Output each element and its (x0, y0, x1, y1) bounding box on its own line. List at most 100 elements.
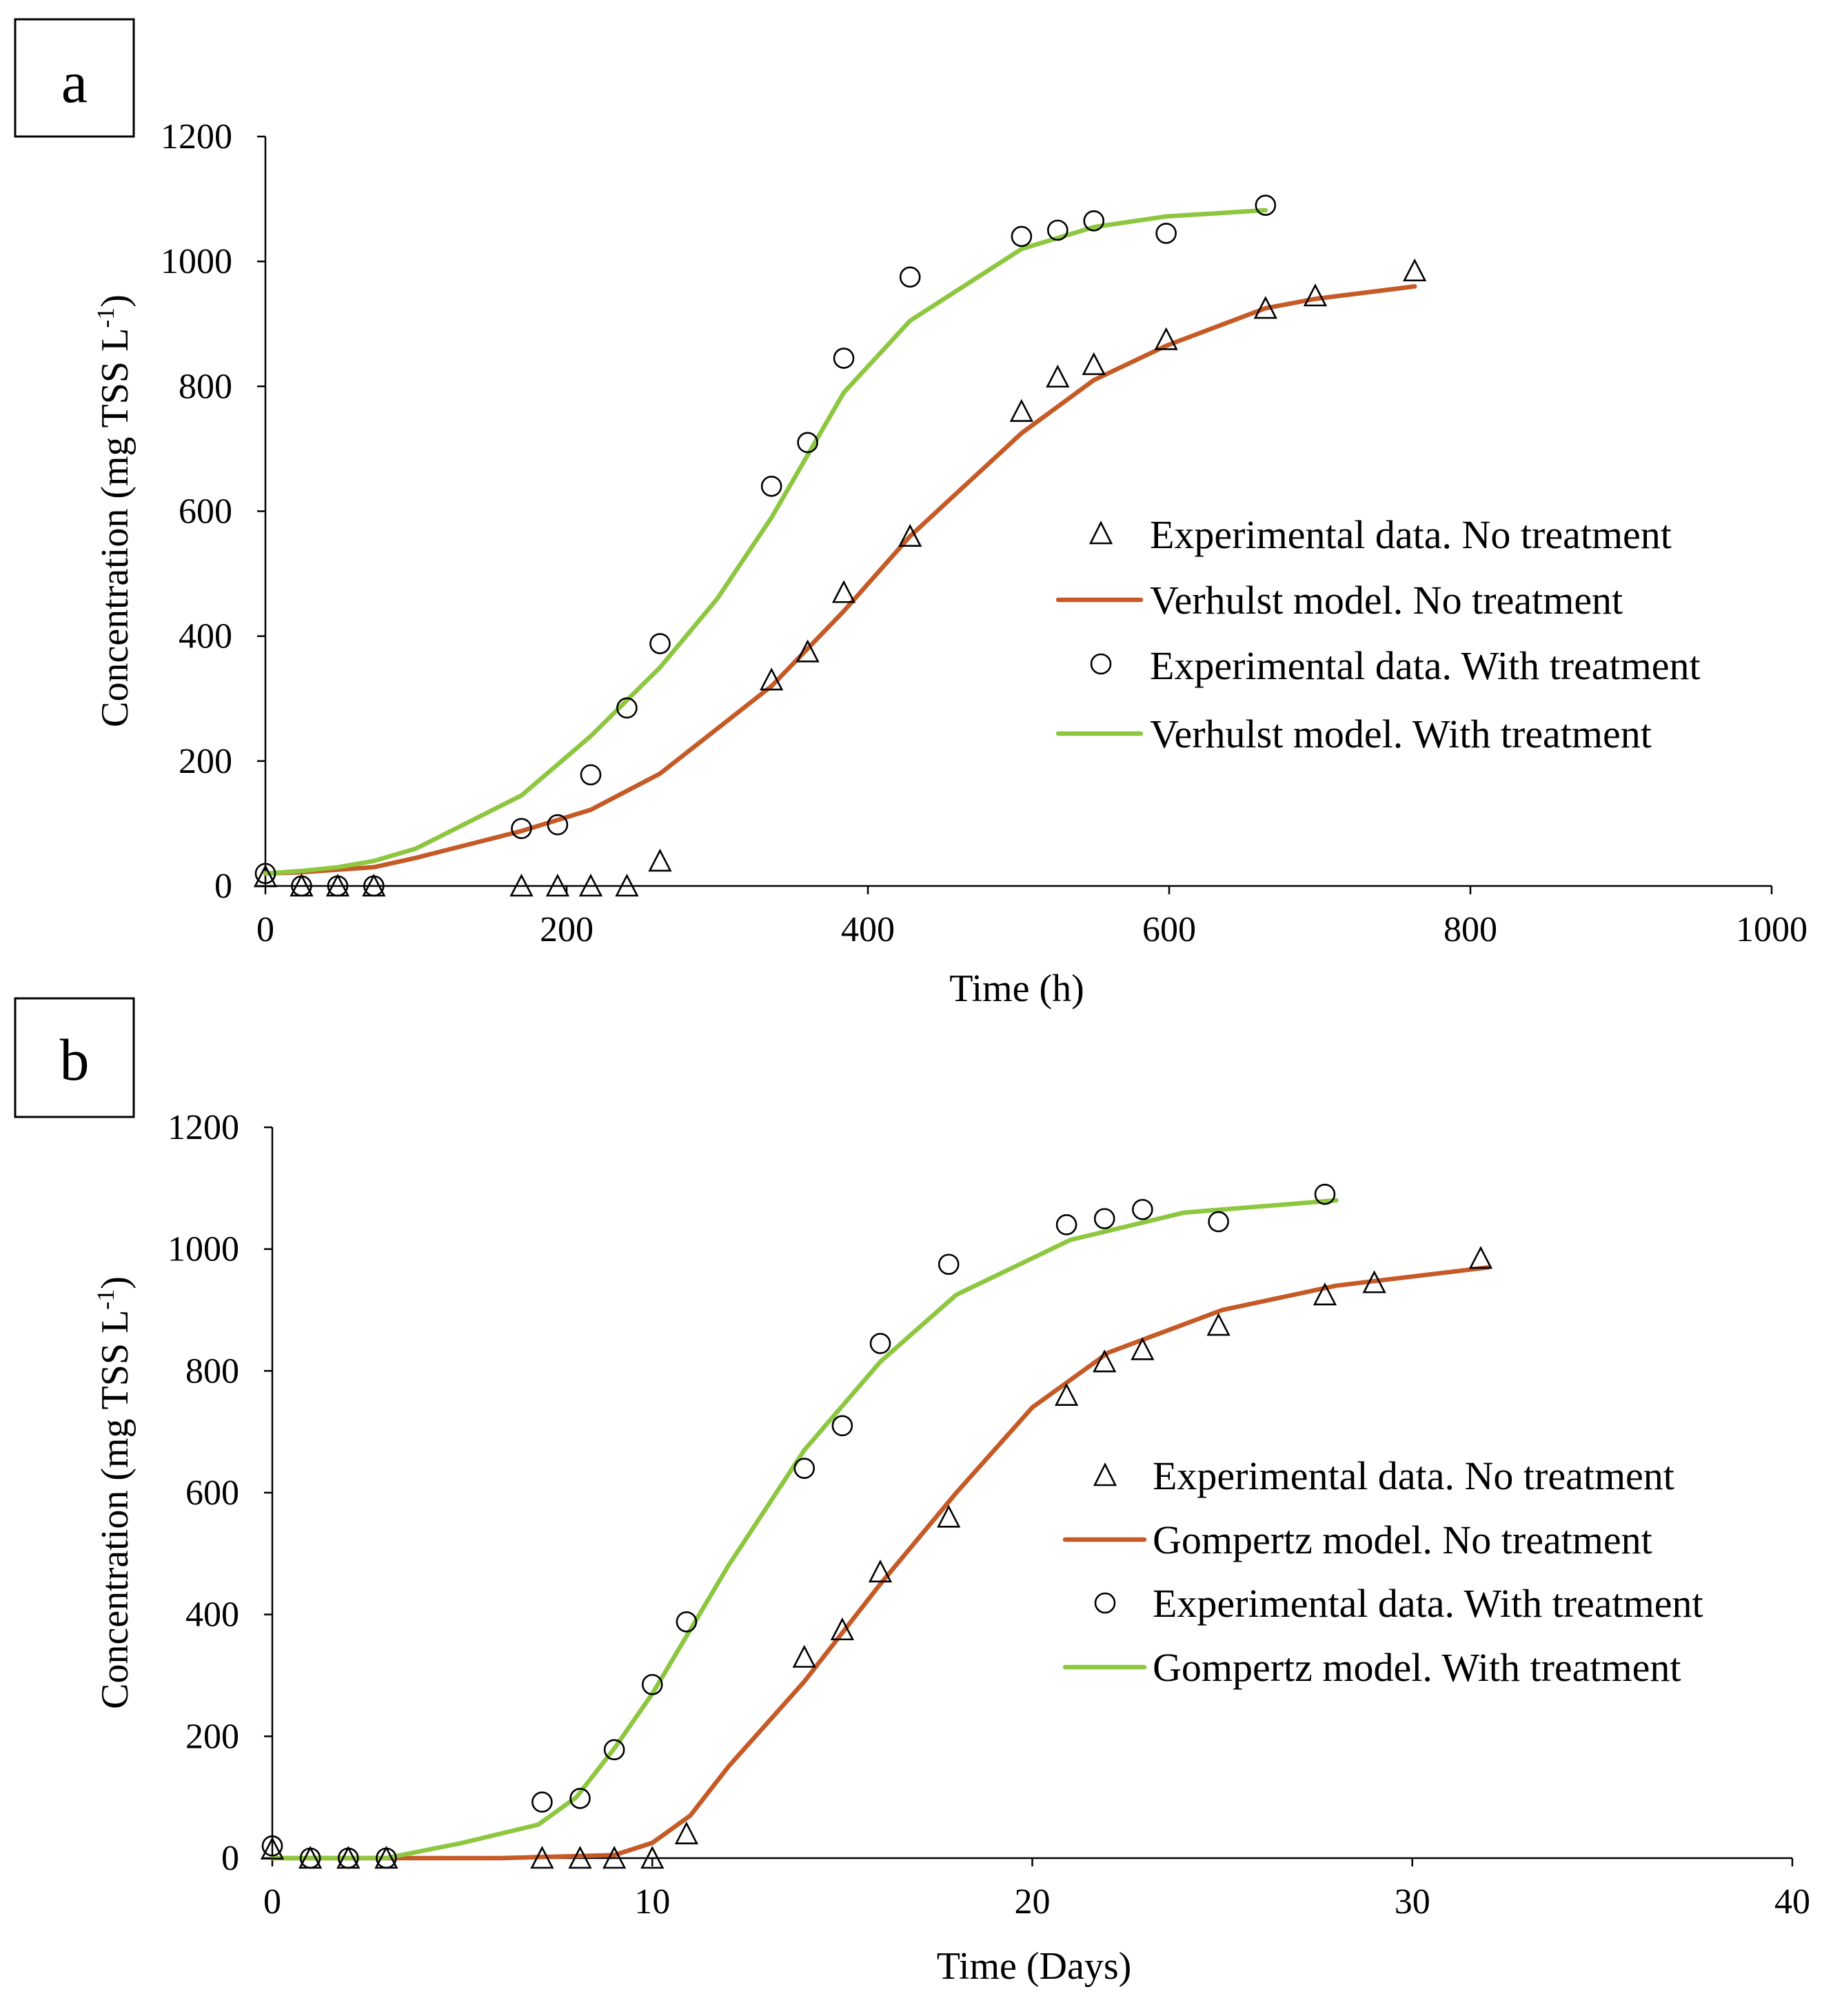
data-point-triangle (1093, 1349, 1117, 1373)
panel-a-y-label: Concentration (mg TSS L-1) (92, 294, 136, 727)
panel-a-x-ticks: 0 200 400 600 800 1000 (256, 886, 1807, 949)
data-point-circle (511, 818, 532, 839)
x-tick-label: 20 (1015, 1882, 1051, 1922)
data-point-circle (938, 1253, 960, 1276)
panel-b-legend-item-4: Gompertz model. With treatment (1153, 1645, 1681, 1690)
data-point-circle (641, 1673, 663, 1695)
data-point-triangle (530, 1846, 554, 1869)
data-point-triangle (648, 848, 672, 872)
y-tick-label: 400 (179, 617, 232, 656)
data-point-circle (649, 633, 671, 654)
panel-b-series (260, 1183, 1493, 1869)
panel-b: b 0 200 400 600 800 1000 1200 0 10 20 30 40 Time (… (14, 997, 1810, 1988)
data-point-triangle (1046, 364, 1070, 388)
data-point-circle (676, 1611, 698, 1633)
x-tick-label: 800 (1444, 910, 1497, 949)
panel-a-label: a (61, 49, 88, 115)
panel-b-y-label-main: Concentration (mg TSS L (94, 1310, 136, 1709)
panel-a-label-box (14, 18, 135, 138)
x-tick-label: 400 (841, 910, 895, 949)
data-point-triangle (615, 874, 639, 897)
data-point-circle (616, 697, 638, 719)
x-tick-label: 30 (1395, 1882, 1430, 1922)
data-point-triangle (1131, 1337, 1155, 1360)
y-tick-label: 800 (179, 367, 232, 406)
y-tick-label: 1000 (168, 1230, 239, 1269)
series-line-no-treatment (270, 1264, 1491, 1861)
y-tick-label: 1000 (161, 242, 232, 281)
data-point-circle (603, 1739, 625, 1761)
x-tick-label: 10 (634, 1882, 670, 1922)
panel-a-x-label: Time (h) (949, 967, 1084, 1010)
data-point-triangle (831, 580, 856, 603)
panel-b-label-box (14, 997, 135, 1118)
panel-a-legend-item-4: Verhulst model. With treatment (1150, 712, 1652, 756)
data-point-triangle (796, 639, 820, 663)
data-point-circle (376, 1847, 397, 1869)
data-point-circle (531, 1791, 553, 1813)
data-point-circle (831, 1415, 853, 1437)
panel-b-y-label-sup: -1 (92, 1289, 119, 1310)
y-tick-label: 0 (221, 1839, 239, 1878)
data-point-triangle (509, 874, 534, 897)
data-point-circle (760, 475, 782, 497)
panel-b-label: b (60, 1027, 90, 1093)
x-tick-label: 1000 (1736, 910, 1807, 949)
legend-circle-marker (1090, 653, 1112, 675)
data-point-triangle (1009, 399, 1034, 422)
data-point-circle (299, 1847, 321, 1869)
data-point-triangle (545, 874, 570, 897)
data-point-triangle (674, 1821, 698, 1844)
y-tick-label: 1200 (168, 1108, 239, 1147)
panel-b-y-ticks: 0 200 400 600 800 1000 1200 (168, 1108, 272, 1878)
panel-a-legend-item-1: Experimental data. No treatment (1150, 512, 1672, 557)
data-point-circle (254, 863, 276, 885)
data-point-circle (1314, 1183, 1336, 1205)
y-tick-label: 200 (185, 1717, 239, 1756)
data-point-circle (337, 1847, 359, 1869)
data-point-triangle (1206, 1313, 1231, 1336)
data-point-circle (547, 814, 569, 836)
x-tick-label: 0 (256, 910, 274, 949)
panel-a: a 0 200 400 600 800 1000 1200 0 200 400 600 800 100… (14, 18, 1807, 1010)
y-tick-label: 600 (179, 492, 232, 532)
y-tick-label: 600 (185, 1473, 239, 1513)
data-point-circle (363, 875, 385, 897)
panel-a-legend: Experimental data. No treatment Verhulst… (1055, 512, 1701, 756)
y-tick-label: 400 (185, 1595, 239, 1635)
panel-b-x-label: Time (Days) (937, 1945, 1132, 1988)
data-point-triangle (830, 1617, 855, 1641)
panel-b-y-label: Concentration (mg TSS L-1) (92, 1276, 136, 1709)
data-point-triangle (760, 667, 784, 691)
legend-triangle-marker (1088, 521, 1113, 545)
panel-b-legend-item-2: Gompertz model. No treatment (1153, 1518, 1652, 1562)
data-point-circle (833, 347, 855, 369)
y-tick-label: 800 (185, 1351, 239, 1391)
panel-a-y-ticks: 0 200 400 600 800 1000 1200 (161, 117, 265, 906)
panel-b-legend: Experimental data. No treatment Gompertz… (1062, 1453, 1703, 1690)
panel-b-y-label-close: ) (94, 1276, 136, 1289)
x-tick-label: 0 (263, 1882, 281, 1922)
data-point-circle (1083, 210, 1105, 232)
panel-b-legend-item-1: Experimental data. No treatment (1153, 1453, 1674, 1498)
series-line-with-treatment (263, 208, 1268, 876)
data-point-circle (1132, 1198, 1153, 1220)
data-point-circle (261, 1835, 283, 1857)
x-tick-label: 600 (1142, 910, 1196, 949)
legend-circle-marker (1094, 1592, 1116, 1614)
data-point-triangle (640, 1846, 665, 1869)
data-point-triangle (578, 874, 603, 897)
x-tick-label: 40 (1774, 1882, 1810, 1922)
data-point-triangle (260, 1836, 285, 1860)
data-point-circle (869, 1333, 891, 1354)
series-line-no-treatment (263, 284, 1417, 876)
legend-triangle-marker (1093, 1462, 1117, 1486)
panel-a-y-label-close: ) (94, 294, 136, 308)
data-point-circle (580, 764, 602, 786)
data-point-triangle (568, 1846, 592, 1869)
data-point-circle (1047, 219, 1069, 241)
data-point-circle (1055, 1214, 1077, 1236)
data-point-triangle (1403, 258, 1427, 282)
data-point-triangle (1362, 1270, 1386, 1293)
data-point-circle (899, 266, 921, 288)
